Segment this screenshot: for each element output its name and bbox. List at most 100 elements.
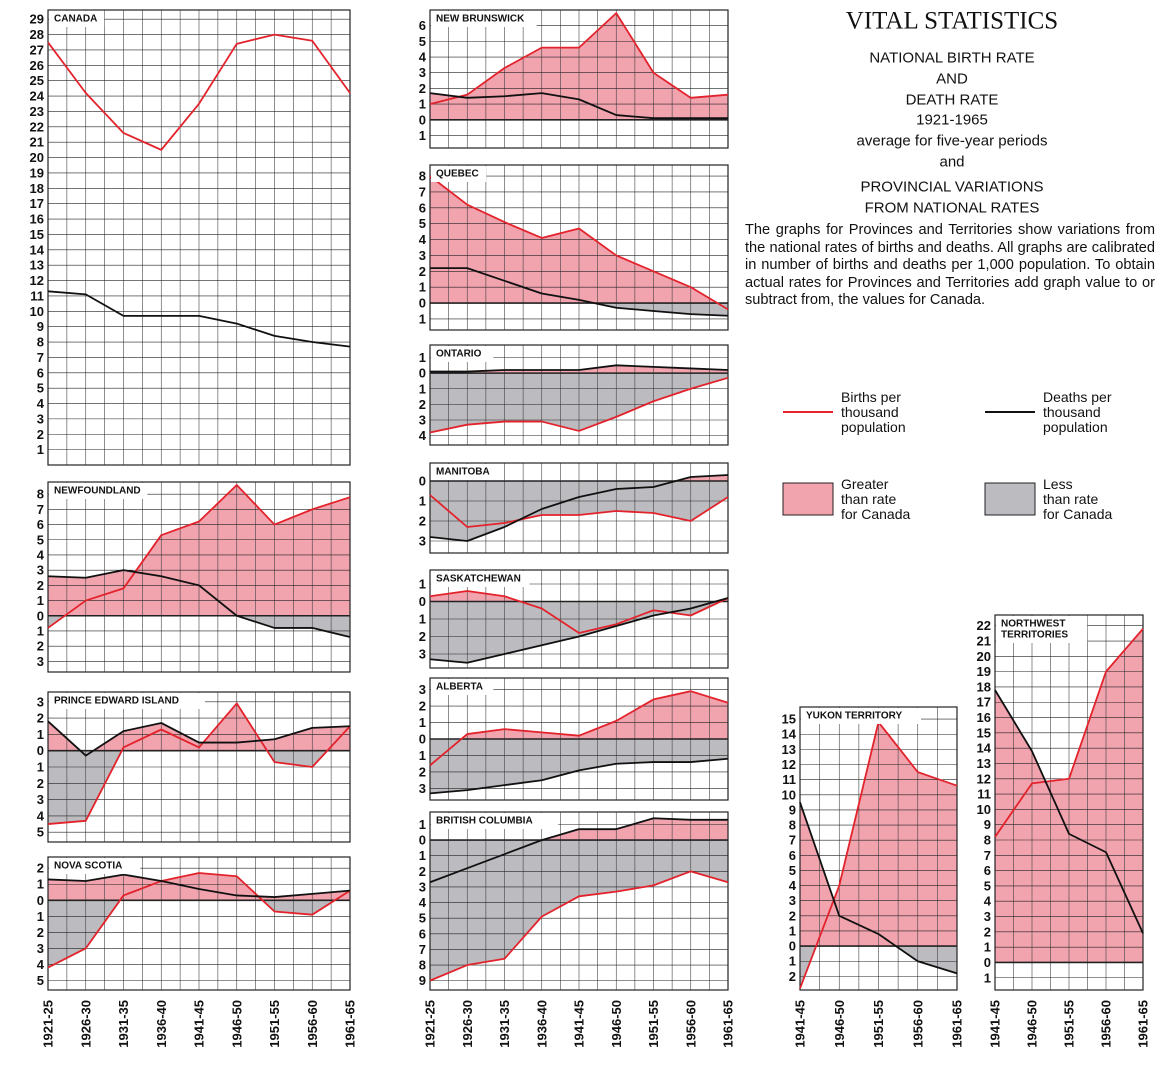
y-tick-label: 0: [419, 833, 426, 848]
y-tick-label: 10: [977, 802, 991, 817]
header-line: and: [939, 154, 964, 171]
panel-frame: [429, 462, 729, 554]
legend-label: population: [1043, 419, 1108, 435]
y-tick-label: 21: [30, 135, 44, 150]
y-tick-label: 2: [37, 776, 44, 791]
y-tick-label: 6: [419, 18, 426, 33]
y-tick-label: 1: [419, 350, 426, 365]
y-tick-label: 3: [419, 682, 426, 697]
y-tick-label: 2: [789, 908, 796, 923]
y-tick-label: 4: [37, 808, 45, 823]
y-tick-label: 19: [977, 664, 991, 679]
y-tick-label: 4: [419, 895, 427, 910]
panel-title: QUEBEC: [436, 169, 479, 180]
y-tick-label: 5: [37, 825, 44, 840]
y-tick-label: 4: [419, 428, 427, 443]
x-tick-label: 1941-45: [572, 1000, 587, 1048]
description: The graphs for Provinces and Territories…: [745, 222, 1155, 309]
x-tick-label: 1956-60: [305, 1000, 320, 1048]
y-tick-label: 1: [37, 593, 44, 608]
y-tick-label: 8: [37, 335, 44, 350]
x-tick-label: 1941-45: [988, 1000, 1003, 1048]
series-line: [47, 702, 351, 825]
y-tick-label: 10: [30, 304, 44, 319]
series-line: [429, 376, 729, 434]
series-line: [47, 33, 351, 151]
y-tick-label: 11: [30, 288, 44, 303]
panel: 2221201918171615141312111098765432101NOR…: [977, 614, 1151, 1048]
x-tick-label: 1946-50: [1025, 1000, 1040, 1048]
y-tick-label: 26: [30, 58, 44, 73]
y-tick-label: 0: [419, 366, 426, 381]
y-tick-label: 14: [782, 727, 797, 742]
y-tick-label: 7: [789, 833, 796, 848]
y-tick-label: 6: [984, 863, 991, 878]
x-tick-label: 1961-65: [343, 1000, 358, 1048]
y-tick-label: 4: [37, 396, 45, 411]
panel-frame: [429, 9, 729, 149]
panel-frame: [429, 811, 729, 991]
x-tick-label: 1946-50: [832, 1000, 847, 1048]
y-tick-label: 8: [419, 958, 426, 973]
panel-title: NORTHWEST: [1001, 619, 1065, 630]
y-tick-label: 0: [37, 608, 44, 623]
y-tick-label: 9: [37, 319, 44, 334]
y-tick-label: 8: [37, 487, 44, 502]
y-tick-label: 5: [419, 216, 426, 231]
header-line: PROVINCIAL VARIATIONS: [860, 179, 1043, 196]
y-tick-label: 21: [977, 634, 991, 649]
y-tick-label: 13: [977, 756, 991, 771]
title-background: [431, 679, 494, 695]
x-tick-label: 1951-55: [1062, 1000, 1077, 1048]
y-tick-label: 18: [977, 679, 991, 694]
y-tick-label: 2: [419, 864, 426, 879]
y-tick-label: 7: [419, 942, 426, 957]
panel-frame: [47, 691, 351, 843]
y-tick-label: 7: [37, 502, 44, 517]
y-tick-label: 3: [789, 893, 796, 908]
y-tick-label: 17: [30, 196, 44, 211]
y-tick-label: 3: [419, 65, 426, 80]
y-tick-label: 2: [419, 264, 426, 279]
y-tick-label: 1: [984, 940, 991, 955]
y-tick-label: 13: [30, 258, 44, 273]
y-tick-label: 0: [789, 939, 796, 954]
y-tick-label: 9: [789, 802, 796, 817]
legend-label: than rate: [841, 491, 896, 507]
series-line: [47, 720, 351, 757]
y-tick-label: 2: [37, 427, 44, 442]
y-tick-label: 0: [419, 296, 426, 311]
y-tick-label: 0: [37, 743, 44, 758]
y-tick-label: 27: [30, 42, 44, 57]
title-background: [49, 11, 105, 27]
series-line: [429, 757, 729, 795]
panel-frame: [429, 344, 729, 446]
y-tick-label: 3: [37, 654, 44, 669]
series-line: [429, 817, 728, 884]
y-tick-label: 1: [419, 97, 426, 112]
x-tick-label: 1951-55: [267, 1000, 282, 1048]
y-tick-label: 1: [419, 715, 426, 730]
x-tick-label: 1941-45: [192, 1000, 207, 1048]
header-line: 1921-1965: [916, 112, 988, 129]
y-tick-label: 12: [977, 771, 991, 786]
panel-title: BRITISH COLUMBIA: [436, 816, 533, 827]
legend-swatch: [984, 482, 1036, 516]
y-tick-label: 6: [419, 200, 426, 215]
y-tick-label: 3: [419, 248, 426, 263]
panel-title: PRINCE EDWARD ISLAND: [54, 696, 179, 707]
title-background: [431, 813, 559, 829]
y-tick-label: 5: [37, 381, 44, 396]
y-tick-label: 3: [37, 694, 44, 709]
legend-label: Greater: [841, 476, 889, 492]
title-background: [49, 483, 148, 499]
y-tick-label: 4: [37, 957, 45, 972]
y-tick-label: 6: [419, 926, 426, 941]
y-tick-label: 10: [782, 787, 796, 802]
x-tick-label: 1956-60: [1099, 1000, 1114, 1048]
x-tick-label: 1961-65: [721, 1000, 736, 1048]
